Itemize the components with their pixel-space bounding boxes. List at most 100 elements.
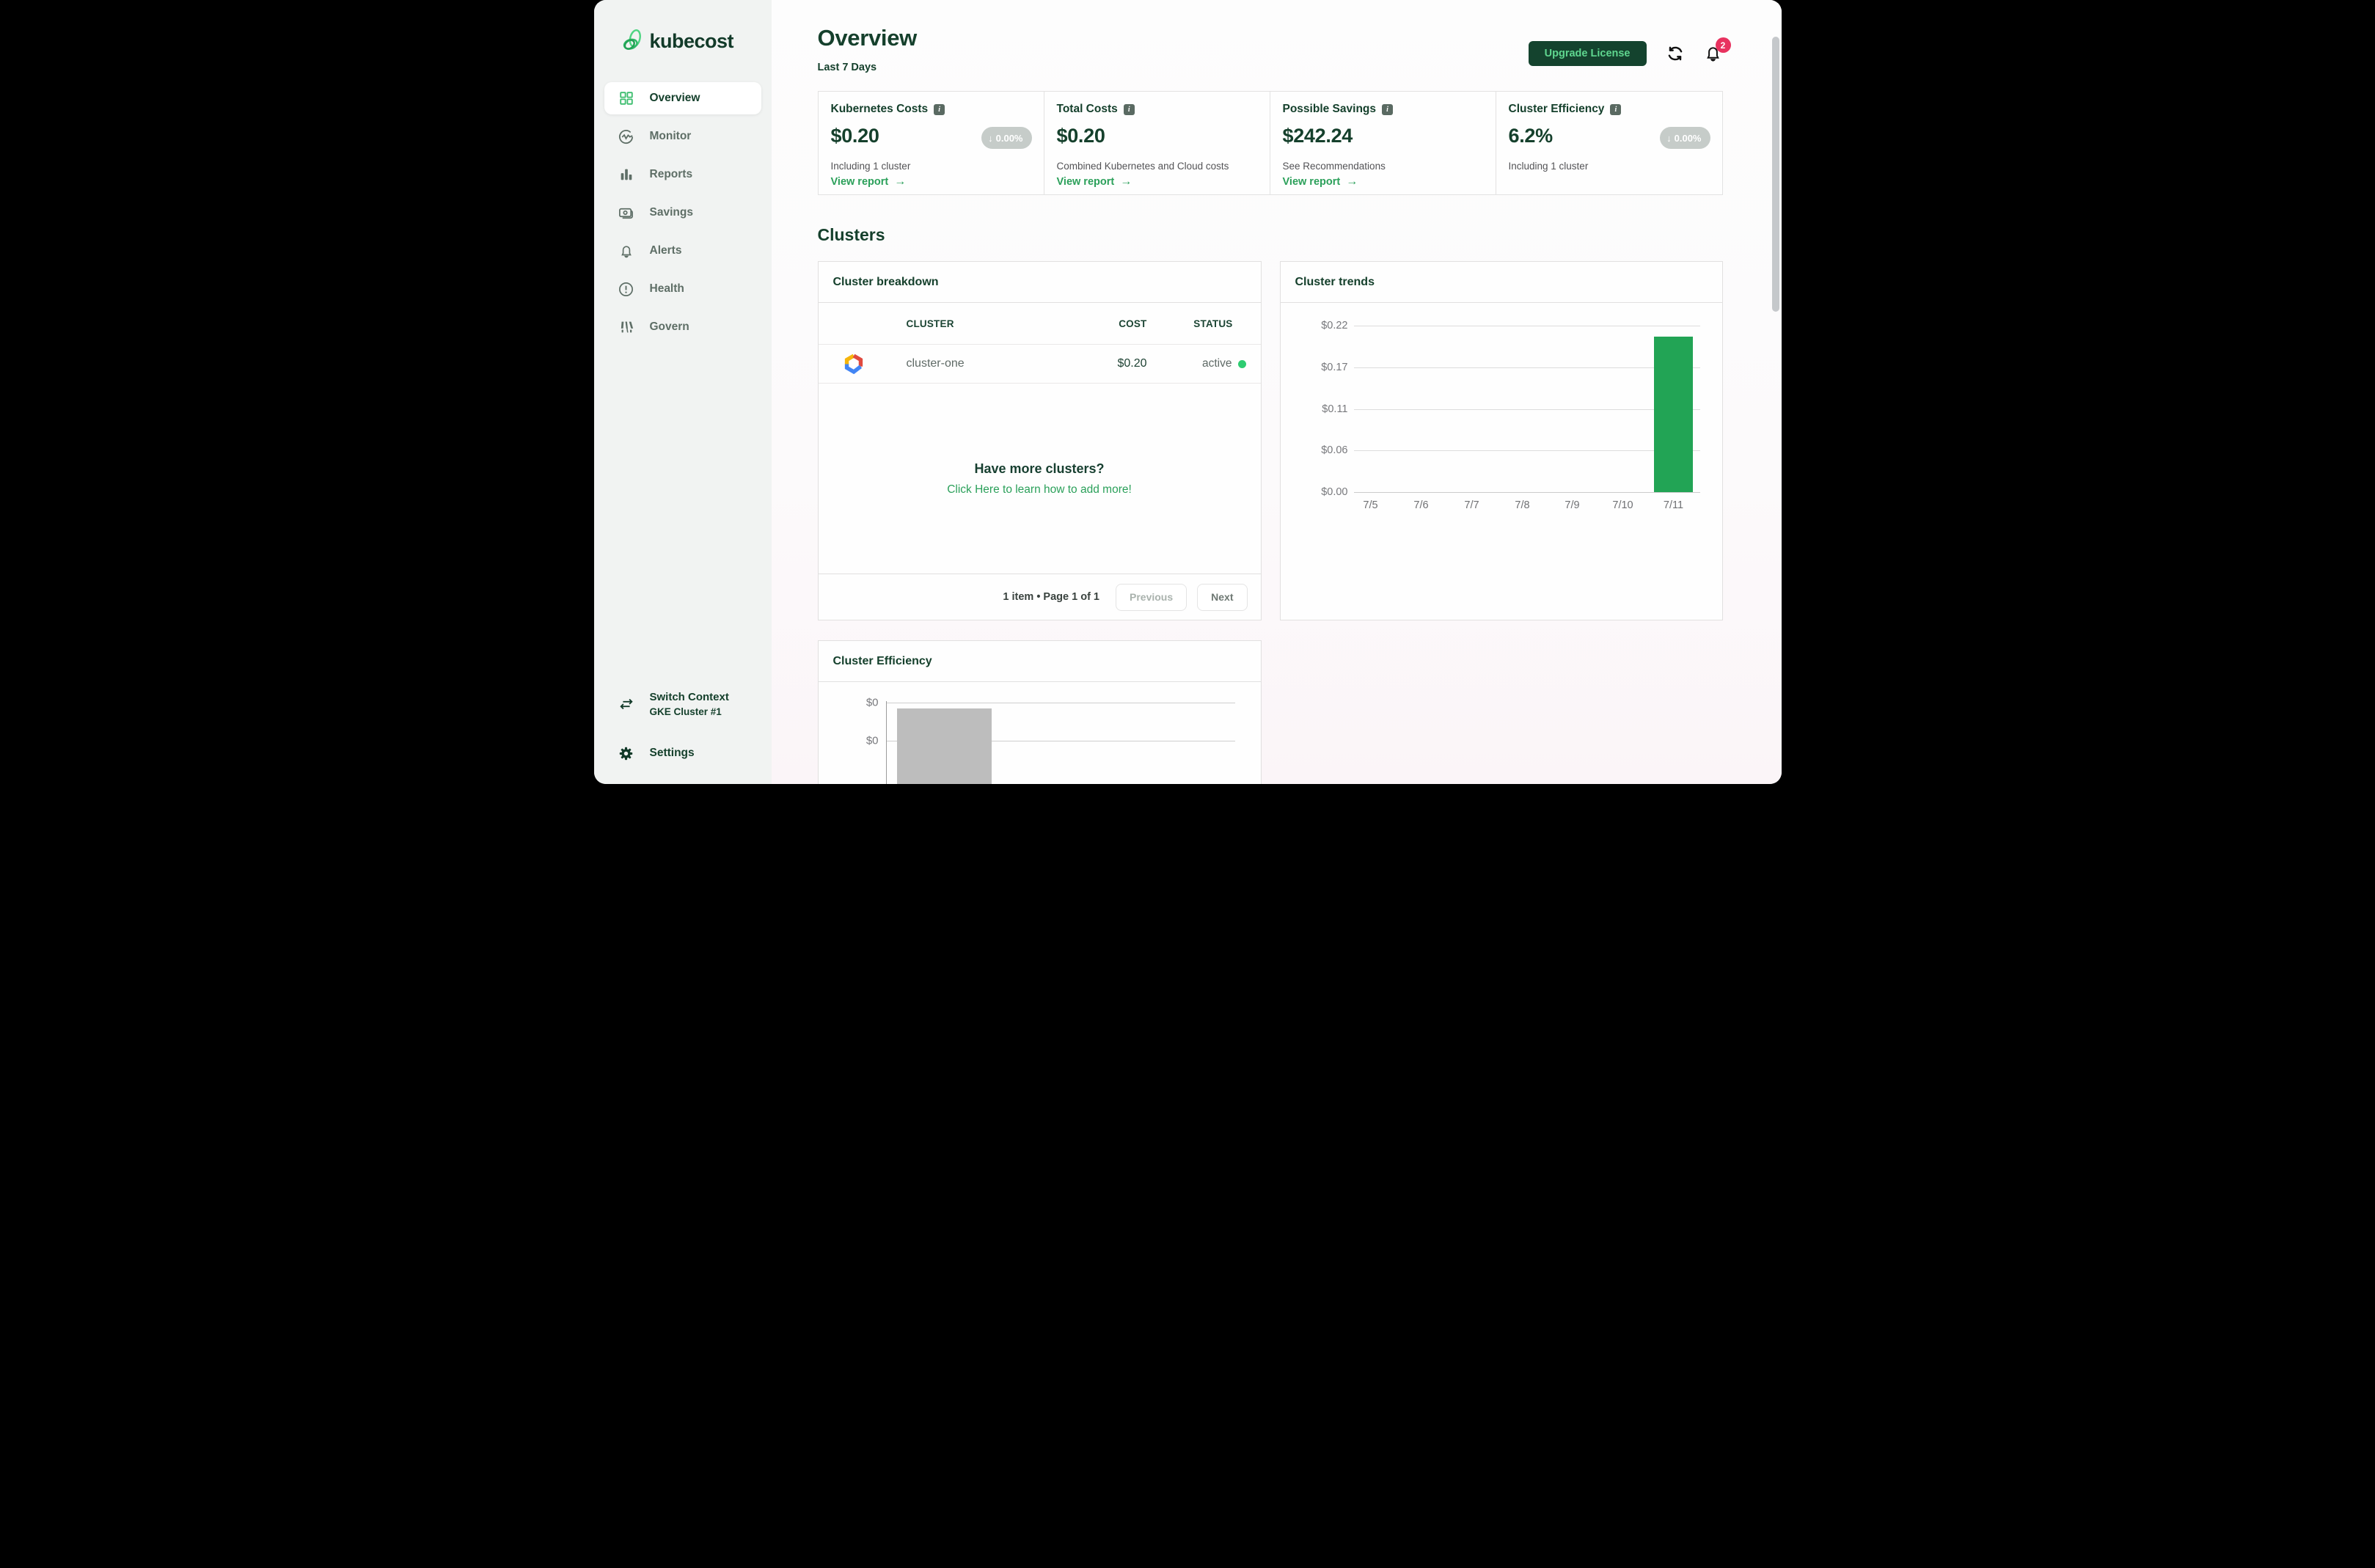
kubecost-logo-icon <box>623 29 641 50</box>
x-tick-label: 7/10 <box>1612 499 1633 511</box>
cluster-trends-title: Cluster trends <box>1295 275 1375 288</box>
sidebar-item-monitor[interactable]: Monitor <box>604 120 761 153</box>
stat-card-total-costs: Total Costs i $0.20 Combined Kubernetes … <box>1044 92 1270 194</box>
stats-row: Kubernetes Costs i $0.20 ↓ 0.00% Includi… <box>817 91 1723 195</box>
stat-title: Possible Savings <box>1282 103 1377 115</box>
view-report-label: View report <box>1282 176 1341 188</box>
view-report-link[interactable]: View report → <box>1057 175 1257 188</box>
date-range-label: Last 7 Days <box>817 62 877 73</box>
x-tick-label: 7/9 <box>1565 499 1580 511</box>
stat-subtext: Combined Kubernetes and Cloud costs <box>1056 161 1229 172</box>
kubecost-logo[interactable]: kubecost <box>622 29 772 53</box>
sidebar-item-label: Overview <box>649 92 700 104</box>
table-row-cluster-one[interactable]: cluster-one $0.20 active <box>818 345 1261 384</box>
pagination-bar: 1 item • Page 1 of 1 Previous Next <box>819 574 1261 620</box>
switch-context-button[interactable]: Switch Context GKE Cluster #1 <box>604 691 761 719</box>
clusters-section: Cluster breakdown CLUSTER COST STATUS <box>817 261 1723 784</box>
y-tick-label: $0.00 <box>1321 486 1348 498</box>
switch-context-label: Switch Context <box>649 691 729 703</box>
notifications-button[interactable]: 2 <box>1704 37 1731 63</box>
kubecost-app-window: kubecost Overview Mo <box>593 0 1782 784</box>
vertical-scrollbar[interactable] <box>1771 37 1779 312</box>
money-icon <box>618 204 635 221</box>
page-title: Overview <box>817 25 918 51</box>
view-report-link[interactable]: View report → <box>831 175 1031 188</box>
cluster-status: active <box>1202 357 1232 370</box>
sidebar-item-reports[interactable]: Reports <box>604 158 761 191</box>
sidebar-item-label: Alerts <box>649 244 682 257</box>
x-tick-label: 7/7 <box>1464 499 1479 511</box>
sidebar-item-govern[interactable]: Govern <box>604 311 761 343</box>
sidebar-item-label: Health <box>649 282 684 295</box>
status-active-dot <box>1237 359 1246 368</box>
info-icon[interactable]: i <box>934 103 945 115</box>
trend-pill-value: 0.00% <box>995 132 1023 144</box>
view-report-link[interactable]: View report → <box>1283 175 1483 188</box>
sidebar-nav: Overview Monitor Reports <box>594 82 772 343</box>
view-report-label: View report <box>830 176 889 188</box>
sidebar-item-label: Reports <box>649 168 693 180</box>
column-cost: COST <box>1119 318 1147 329</box>
x-tick-label: 7/11 <box>1663 499 1684 511</box>
y-tick-label: $0.11 <box>1322 403 1348 415</box>
stat-title: Cluster Efficiency <box>1508 103 1605 115</box>
down-arrow-icon: ↓ <box>988 132 993 144</box>
sidebar-item-savings[interactable]: Savings <box>604 197 761 229</box>
add-clusters-link[interactable]: Click Here to learn how to add more! <box>947 483 1132 496</box>
bar-chart-icon <box>618 166 635 183</box>
stat-title: Total Costs <box>1056 103 1118 115</box>
cluster-breakdown-card: Cluster breakdown CLUSTER COST STATUS <box>817 261 1262 620</box>
sidebar-item-alerts[interactable]: Alerts <box>604 235 761 267</box>
next-page-button[interactable]: Next <box>1197 583 1248 611</box>
y-tick-label: $0 <box>866 696 879 709</box>
cluster-efficiency-title: Cluster Efficiency <box>832 654 932 667</box>
stat-card-possible-savings: Possible Savings i $242.24 See Recommend… <box>1270 92 1496 194</box>
stat-value: $0.20 <box>1056 125 1105 147</box>
notification-count-badge: 2 <box>1715 37 1731 53</box>
info-icon[interactable]: i <box>1382 103 1393 115</box>
current-context-label: GKE Cluster #1 <box>649 706 722 717</box>
gear-icon <box>618 744 635 762</box>
info-icon[interactable]: i <box>1123 103 1135 115</box>
cluster-efficiency-chart: $0 $0 <box>819 682 1261 784</box>
more-clusters-title: Have more clusters? <box>974 461 1105 476</box>
view-report-label: View report <box>1056 176 1115 188</box>
trend-pill: ↓ 0.00% <box>981 127 1032 149</box>
clusters-heading: Clusters <box>817 225 885 244</box>
lanes-icon <box>618 318 635 336</box>
sidebar-item-health[interactable]: Health <box>604 273 761 305</box>
right-arrow-icon: → <box>1120 175 1132 188</box>
sidebar-item-label: Govern <box>649 320 689 333</box>
trend-pill-value: 0.00% <box>1674 132 1702 144</box>
notification-bell-icon <box>1707 47 1719 62</box>
cluster-cost: $0.20 <box>1117 357 1147 370</box>
pagination-summary: 1 item • Page 1 of 1 <box>1003 591 1099 603</box>
upgrade-license-button[interactable]: Upgrade License <box>1528 41 1647 66</box>
stat-value: $242.24 <box>1282 125 1353 147</box>
column-status: STATUS <box>1193 318 1233 329</box>
grid-icon <box>618 89 635 107</box>
refresh-icon <box>1668 46 1682 61</box>
efficiency-bar <box>896 708 992 784</box>
sidebar-item-overview[interactable]: Overview <box>604 82 761 114</box>
sidebar-bottom: Switch Context GKE Cluster #1 <box>594 691 772 784</box>
stat-value: $0.20 <box>830 125 879 147</box>
sidebar-item-settings[interactable]: Settings <box>604 744 761 762</box>
x-tick-label: 7/5 <box>1363 499 1378 511</box>
cluster-efficiency-card: Cluster Efficiency $0 $0 <box>817 640 1262 784</box>
stat-card-cluster-efficiency: Cluster Efficiency i 6.2% ↓ 0.00% Includ… <box>1496 92 1722 194</box>
switch-arrows-icon <box>618 695 635 713</box>
trends-bar-7-11[interactable] <box>1653 337 1693 492</box>
x-tick-label: 7/8 <box>1515 499 1530 511</box>
more-clusters-prompt: Have more clusters? Click Here to learn … <box>818 384 1261 574</box>
cluster-table-header: CLUSTER COST STATUS <box>818 303 1261 345</box>
info-icon[interactable]: i <box>1610 103 1622 115</box>
stat-value: 6.2% <box>1508 125 1554 147</box>
refresh-button[interactable] <box>1666 44 1685 63</box>
stat-title: Kubernetes Costs <box>830 103 929 115</box>
right-arrow-icon: → <box>894 175 907 188</box>
down-arrow-icon: ↓ <box>1666 132 1672 144</box>
y-tick-label: $0.17 <box>1321 362 1348 373</box>
main-content: Overview Last 7 Days Upgrade License <box>771 0 1782 784</box>
previous-page-button[interactable]: Previous <box>1116 583 1188 611</box>
